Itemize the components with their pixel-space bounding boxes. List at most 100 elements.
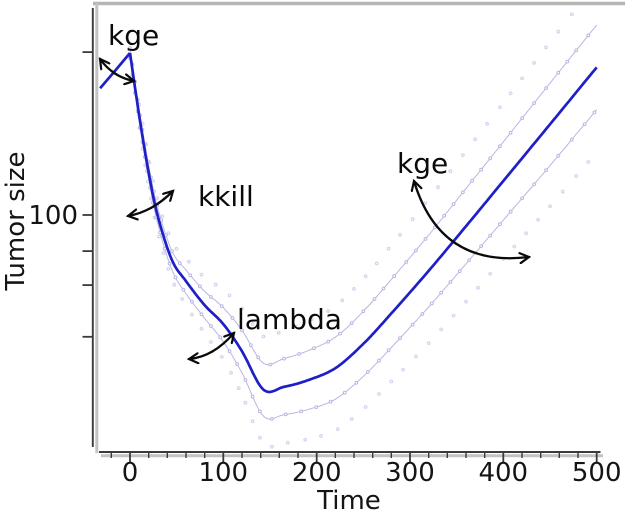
- lower-band-line-marker: [162, 246, 167, 251]
- outer-upper-dots: [374, 261, 379, 266]
- arrow-segment: [100, 59, 117, 75]
- tick-labels: 100 0 100 200 300 400 500: [28, 201, 621, 488]
- outer-upper-dots: [250, 322, 255, 326]
- x-tick-label: 400: [478, 458, 528, 488]
- lower-band-line-marker: [235, 362, 240, 367]
- annotation-lambda: lambda: [237, 303, 342, 336]
- annotation-arrow-kkill: [128, 191, 173, 216]
- outer-upper-dots: [276, 331, 281, 335]
- x-tick-label: 0: [122, 458, 139, 488]
- annotation-kge-left: kge: [108, 19, 159, 52]
- upper-band-line-marker: [297, 352, 302, 356]
- upper-band-line-marker: [198, 284, 202, 289]
- outer-lower-dots: [189, 312, 194, 317]
- outer-lower-dots: [349, 417, 354, 421]
- upper-band-line: [129, 24, 598, 366]
- outer-lower-dots: [451, 313, 456, 318]
- outer-upper-dots: [498, 105, 502, 110]
- outer-lower-dots: [250, 419, 255, 424]
- lower-band-line-marker: [250, 394, 255, 399]
- outer-upper-dots: [508, 91, 513, 96]
- lower-band-line-marker: [448, 280, 453, 284]
- upper-band-line-marker: [312, 346, 316, 351]
- lower-band-line-marker: [167, 261, 172, 266]
- y-axis-ticks: [82, 51, 93, 338]
- outer-upper-dots: [386, 246, 391, 251]
- lower-band-line-marker: [377, 358, 381, 363]
- lower-band-line-marker: [270, 417, 274, 421]
- lower-band-line-marker: [544, 168, 548, 173]
- annotation-arrow-kge-right: [414, 181, 529, 258]
- upper-band-line-marker: [392, 274, 397, 279]
- outer-lower-dots: [439, 327, 444, 332]
- upper-band-line-marker: [451, 202, 456, 207]
- upper-band-line-marker: [282, 356, 286, 361]
- outer-upper-dots: [423, 201, 428, 206]
- outer-lower-dots: [401, 367, 406, 372]
- annotation-kkill: kkill: [198, 180, 254, 213]
- outer-upper-dots: [556, 29, 561, 34]
- lower-band-line-marker: [299, 409, 304, 414]
- outer-lower-dots: [236, 386, 241, 391]
- outer-upper-dots: [461, 153, 465, 158]
- x-tick-label: 100: [198, 458, 248, 488]
- upper-band-line-marker: [177, 261, 182, 266]
- lower-band-line-marker: [199, 312, 204, 317]
- arrow-segment: [150, 191, 173, 209]
- upper-band-line-marker: [508, 130, 513, 135]
- outer-upper-dots: [520, 76, 524, 81]
- outer-lower-dots: [243, 400, 248, 405]
- lower-band-line-marker: [398, 336, 402, 341]
- lower-band-line-marker: [467, 258, 472, 263]
- outer-lower-dots: [335, 427, 340, 432]
- outer-upper-dots: [293, 324, 298, 329]
- outer-upper-dots: [410, 217, 415, 222]
- outer-lower-dots: [548, 204, 552, 209]
- outer-lower-dots: [157, 234, 161, 239]
- outer-lower-dots: [303, 437, 308, 442]
- outer-lower-dots: [270, 444, 274, 449]
- outer-lower-dots: [166, 267, 171, 271]
- upper-band-line-marker: [442, 213, 447, 218]
- lower-band-line-marker: [532, 182, 536, 187]
- upper-band-line-marker: [372, 297, 377, 302]
- outer-upper-dots: [569, 12, 574, 17]
- outer-upper-dots: [213, 282, 218, 287]
- outer-lower-dots: [464, 299, 468, 304]
- upper-band-line-marker: [470, 178, 475, 183]
- x-axis-ticks: [110, 452, 598, 463]
- x-tick-label: 200: [292, 458, 342, 488]
- lower-band-line-marker: [314, 405, 319, 410]
- lower-band-line-marker: [569, 137, 574, 142]
- lower-band-line-marker: [283, 412, 288, 417]
- lower-band-line-marker: [181, 287, 186, 292]
- arrow-segment: [454, 242, 529, 259]
- outer-lower-dots: [208, 340, 213, 344]
- outer-upper-dots: [261, 334, 266, 339]
- upper-band-line-marker: [544, 86, 548, 90]
- outer-upper-dots: [436, 185, 440, 190]
- annotation-kge-right: kge: [397, 147, 448, 180]
- lower-band-line-marker: [190, 299, 194, 304]
- upper-band-line-marker: [326, 339, 331, 344]
- upper-band-line-marker: [240, 328, 244, 333]
- outer-lower-dots: [512, 244, 517, 249]
- arrow-segment: [189, 350, 214, 360]
- lower-band-line-marker: [354, 380, 359, 385]
- curves-layer: [99, 12, 598, 449]
- upper-band-line-marker: [423, 237, 428, 241]
- upper-band-line-marker: [574, 48, 579, 53]
- arrow-segment: [414, 181, 457, 245]
- lower-band-line-marker: [227, 349, 232, 354]
- upper-band-line-marker: [230, 316, 235, 320]
- y-axis-title: Tumor size: [1, 151, 31, 291]
- outer-upper-dots: [155, 196, 160, 201]
- upper-band-line-marker: [565, 59, 570, 64]
- lower-band-line-marker: [342, 390, 347, 395]
- outer-lower-dots: [285, 440, 290, 445]
- lower-band-line-marker: [498, 222, 502, 227]
- outer-lower-dots: [199, 327, 204, 331]
- upper-band-line-marker: [479, 167, 484, 172]
- outer-lower-dots: [377, 392, 381, 396]
